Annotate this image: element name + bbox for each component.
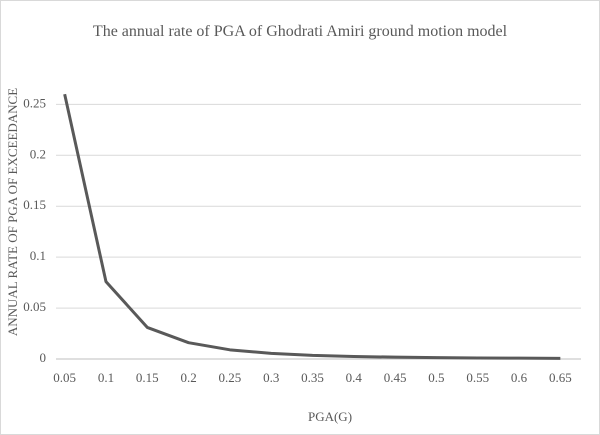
x-tick-label: 0.65 [549, 370, 572, 385]
y-tick-label: 0.25 [23, 95, 46, 110]
x-tick-label: 0.6 [511, 370, 528, 385]
x-tick-label: 0.35 [301, 370, 324, 385]
y-axis-label: ANNUAL RATE OF PGA OF EXCEEDANCE [5, 88, 20, 336]
chart-title: The annual rate of PGA of Ghodrati Amiri… [92, 23, 508, 40]
y-tick-label: 0.2 [30, 146, 46, 161]
y-tick-label: 0.15 [23, 197, 46, 212]
x-tick-label: 0.1 [98, 370, 114, 385]
y-tick-label: 0 [40, 350, 47, 365]
data-line [63, 93, 561, 360]
x-tick-label: 0.3 [263, 370, 279, 385]
x-tick-label: 0.4 [346, 370, 363, 385]
x-tick-label: 0.2 [180, 370, 196, 385]
x-tick-label: 0.15 [136, 370, 159, 385]
x-tick-label: 0.5 [428, 370, 444, 385]
y-tick-label: 0.1 [30, 248, 46, 263]
x-tick-label: 0.05 [53, 370, 76, 385]
x-tick-label: 0.25 [219, 370, 242, 385]
x-tick-label: 0.45 [384, 370, 407, 385]
x-axis-label: PGA(G) [308, 409, 352, 424]
x-tick-label: 0.55 [466, 370, 489, 385]
y-tick-label: 0.05 [23, 299, 46, 314]
